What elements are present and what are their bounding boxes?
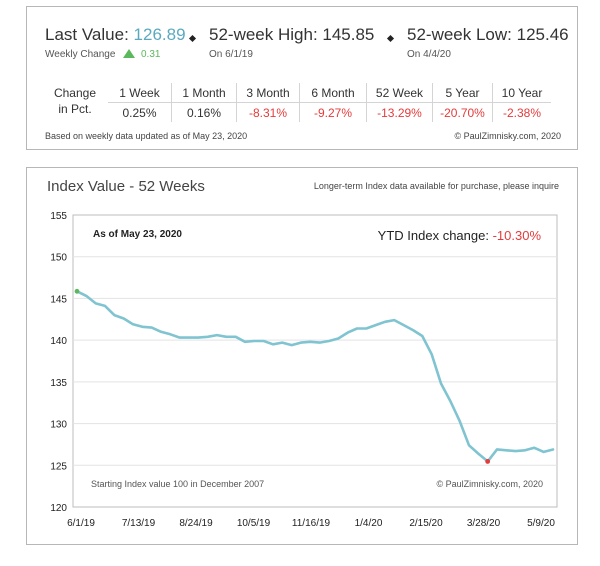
change-label-line2: in Pct. [58,102,92,116]
diamond-bullet-icon [386,34,395,43]
y-tick-label: 155 [50,211,67,222]
header-1-week: 1 Week [108,83,172,103]
low-date: On 4/4/20 [407,49,451,60]
x-tick-label: 2/15/20 [409,518,443,529]
ytd-value: -10.30% [493,228,542,243]
x-tick-label: 7/13/19 [122,518,156,529]
low-value: 52-week Low: 125.46 [407,25,569,44]
x-tick-label: 8/24/19 [179,518,213,529]
header-1-month: 1 Month [171,83,237,103]
y-tick-label: 150 [50,253,67,264]
x-tick-label: 1/4/20 [355,518,383,529]
y-tick-label: 145 [50,294,67,305]
weekly-change-label: Weekly Change [45,49,116,60]
up-arrow-icon [123,49,136,58]
chart-subtitle: Longer-term Index data available for pur… [313,181,559,191]
header-3-month: 3 Month [236,83,300,103]
x-tick-label: 6/1/19 [67,518,95,529]
last-value-headline: Last Value: 126.89 [45,25,186,45]
value-5-year: -20.70% [432,102,493,122]
last-value: 126.89 [133,25,186,44]
header-6-month: 6 Month [299,83,367,103]
ytd-label: YTD Index change: [378,228,493,243]
plot-area [72,214,558,508]
low-point-marker [485,459,491,464]
value-52-week: -13.29% [366,102,433,122]
change-row-label: Change in Pct. [47,85,103,117]
starting-index-note: Starting Index value 100 in December 200… [91,479,264,489]
x-tick-label: 11/16/19 [292,518,331,529]
value-1-month: 0.16% [171,102,237,122]
value-10-year: -2.38% [492,102,551,122]
copyright: © PaulZimnisky.com, 2020 [454,131,561,141]
y-tick-label: 135 [50,378,67,389]
ytd-change: YTD Index change: -10.30% [378,228,542,243]
value-3-month: -8.31% [236,102,300,122]
header-10-year: 10 Year [492,83,551,103]
header-5-year: 5 Year [432,83,493,103]
as-of-date: As of May 23, 2020 [93,229,182,240]
chart-copyright: © PaulZimnisky.com, 2020 [436,479,543,489]
header-52-week: 52 Week [366,83,433,103]
change-label-line1: Change [53,86,97,100]
x-tick-label: 5/9/20 [527,518,555,529]
summary-panel: Last Value: 126.89 Weekly Change 0.31 52… [26,6,578,150]
diamond-bullet-icon [188,34,197,43]
weekly-change: Weekly Change 0.31 [45,49,160,60]
chart-panel: Index Value - 52 Weeks Longer-term Index… [26,167,578,545]
index-series-line [75,290,555,463]
chart-title: Index Value - 52 Weeks [47,178,205,195]
y-tick-label: 120 [50,503,67,514]
y-tick-label: 140 [50,336,67,347]
high-point-marker [74,288,80,294]
weekly-change-value: 0.31 [140,49,161,60]
last-value-label: Last Value: [45,25,129,44]
x-tick-label: 10/5/19 [237,518,271,529]
value-6-month: -9.27% [299,102,367,122]
y-tick-label: 125 [50,461,67,472]
high-value: 52-week High: 145.85 [209,25,375,44]
line-chart: 120 125 130 135 140 145 150 155 6/1/19 7/13/19 8/2… [50,211,558,529]
change-table: 1 Week 1 Month 3 Month 6 Month 52 Week 5… [108,83,551,122]
value-1-week: 0.25% [122,105,157,120]
high-date: On 6/1/19 [209,49,253,60]
x-tick-label: 3/28/20 [467,518,501,529]
y-tick-label: 130 [50,420,67,431]
footnote: Based on weekly data updated as of May 2… [45,131,248,141]
